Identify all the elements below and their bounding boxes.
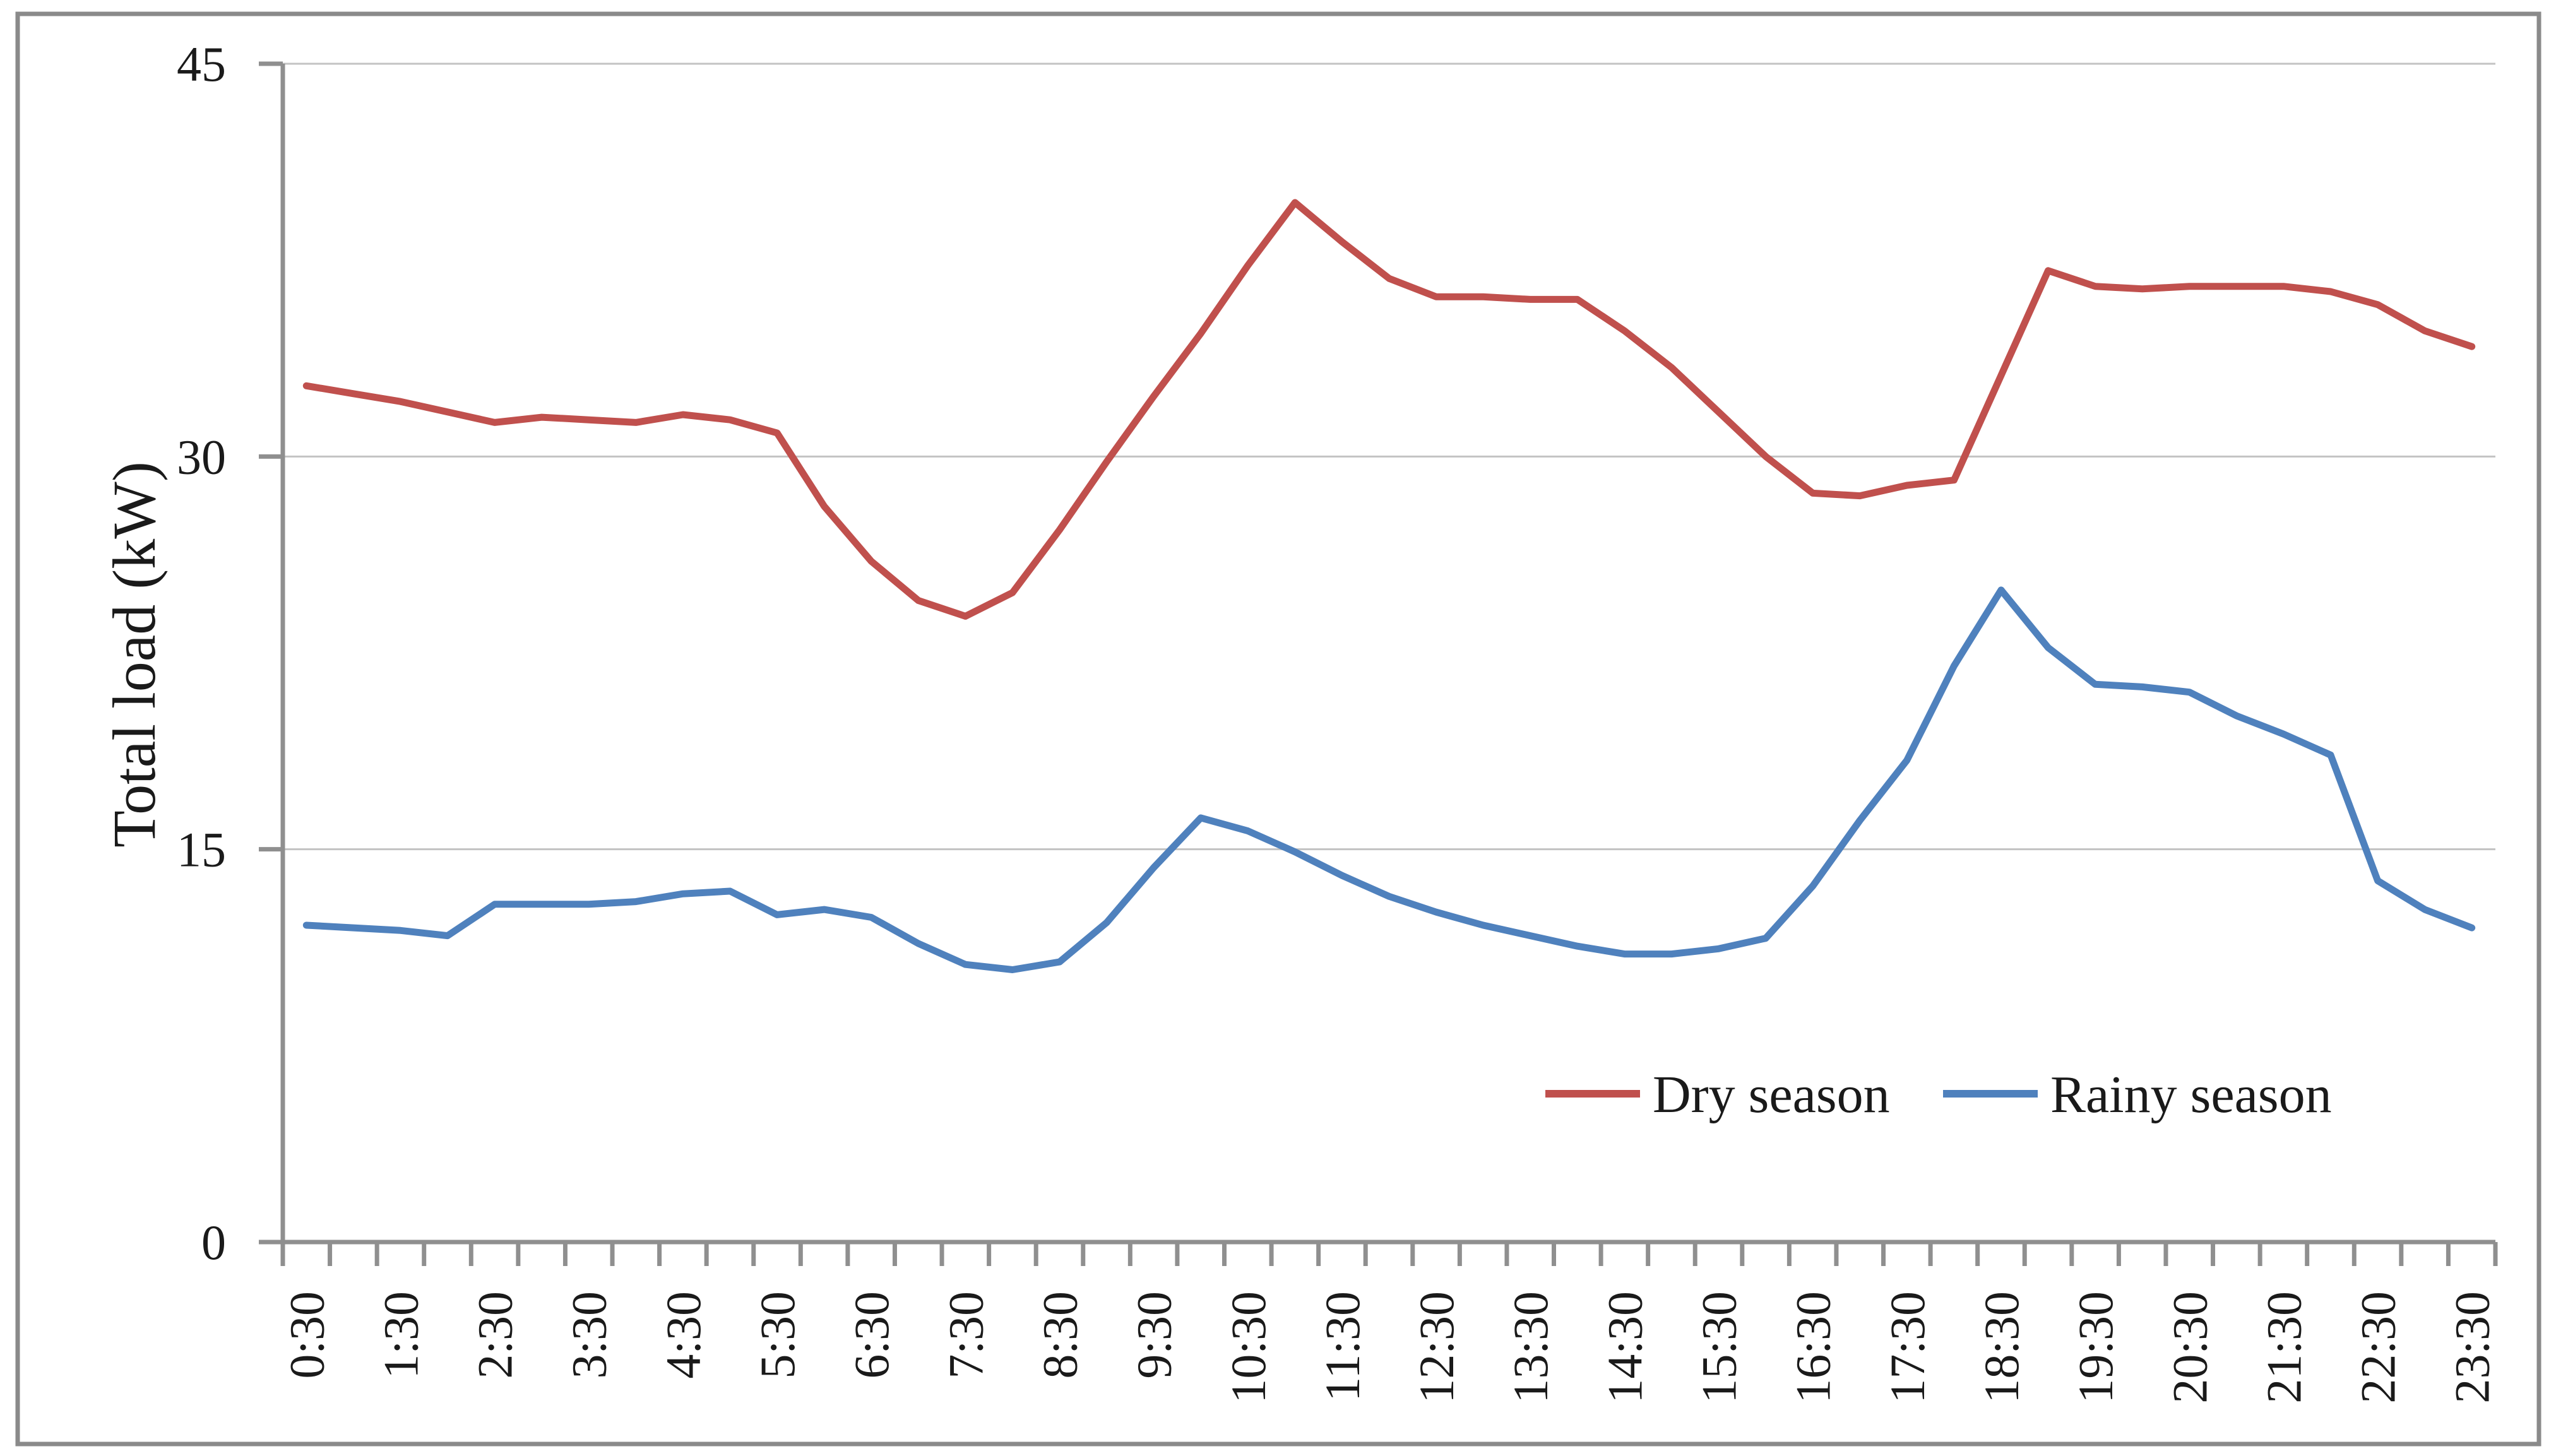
x-tick-label-0:30: 0:30 [279, 1291, 334, 1379]
gridlines [283, 62, 2495, 851]
x-tick-label-16:30: 16:30 [1786, 1291, 1841, 1404]
x-tick-label-11:30: 11:30 [1315, 1291, 1370, 1402]
x-tick-label-6:30: 6:30 [844, 1291, 899, 1379]
x-tick-label-14:30: 14:30 [1597, 1291, 1652, 1404]
series-line-dry-season [302, 199, 2476, 620]
y-tick-label-15: 15 [177, 822, 226, 877]
y-tick-label-45: 45 [177, 37, 226, 92]
x-tick-label-17:30: 17:30 [1880, 1291, 1935, 1404]
x-tick-label-4:30: 4:30 [656, 1291, 711, 1379]
axes [259, 61, 2498, 1266]
x-tick-label-9:30: 9:30 [1127, 1291, 1182, 1379]
x-tick-label-23:30: 23:30 [2445, 1291, 2500, 1404]
legend: Dry season Rainy season [1545, 1065, 2332, 1124]
chart-frame [15, 11, 2541, 1447]
x-tick-label-15:30: 15:30 [1692, 1291, 1747, 1404]
y-axis-title: Total load (kW) [100, 461, 168, 848]
y-tick-label-30: 30 [177, 429, 226, 484]
x-tick-label-2:30: 2:30 [468, 1291, 523, 1379]
x-tick-label-1:30: 1:30 [373, 1291, 428, 1379]
x-tick-label-21:30: 21:30 [2256, 1291, 2311, 1404]
x-tick-label-10:30: 10:30 [1221, 1291, 1276, 1404]
x-tick-label-5:30: 5:30 [750, 1291, 805, 1379]
x-tick-label-3:30: 3:30 [562, 1291, 617, 1379]
x-tick-labels: 0:30 1:30 2:30 3:30 4:30 5:30 6:30 7:30 8:30 9:30… [279, 1291, 2499, 1404]
x-tick-label-13:30: 13:30 [1503, 1291, 1558, 1404]
x-tick-label-18:30: 18:30 [1974, 1291, 2029, 1404]
y-tick-label-0: 0 [201, 1215, 226, 1270]
legend-label-rainy-season: Rainy season [2050, 1065, 2332, 1124]
x-tick-label-12:30: 12:30 [1409, 1291, 1464, 1404]
x-tick-label-7:30: 7:30 [938, 1291, 993, 1379]
x-tick-label-22:30: 22:30 [2351, 1291, 2406, 1404]
y-tick-labels: 0 15 30 45 [177, 37, 226, 1270]
x-tick-label-20:30: 20:30 [2162, 1291, 2217, 1404]
x-tick-label-8:30: 8:30 [1032, 1291, 1087, 1379]
legend-label-dry-season: Dry season [1653, 1065, 1890, 1124]
data-series [302, 199, 2476, 973]
series-line-rainy-season [302, 586, 2476, 973]
x-tick-label-19:30: 19:30 [2068, 1291, 2123, 1404]
